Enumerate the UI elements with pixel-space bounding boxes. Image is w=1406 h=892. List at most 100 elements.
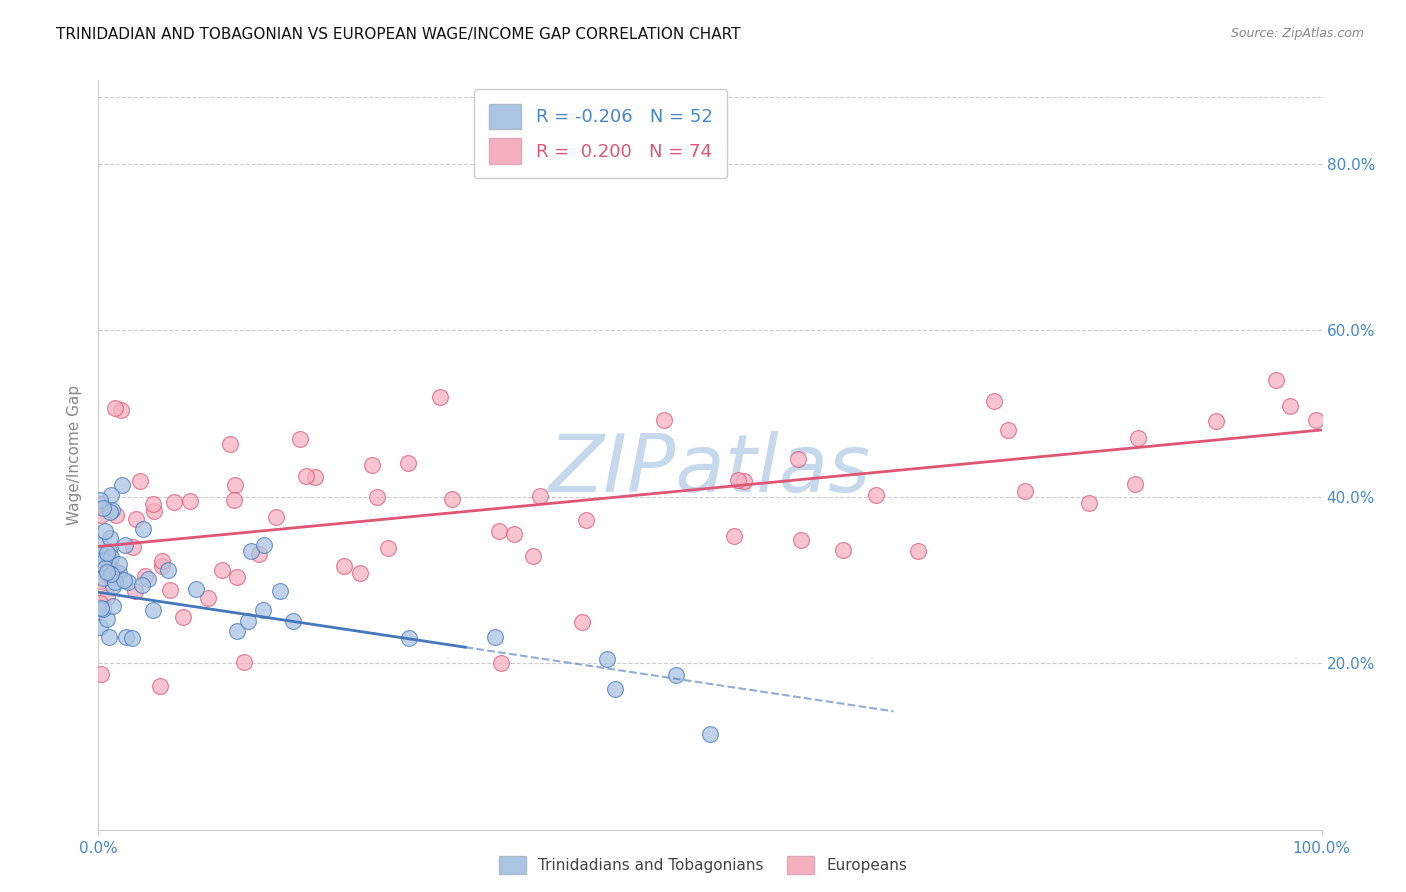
Point [100, 570, 122, 584]
Point [101, 503, 124, 517]
Point [150, 554, 173, 568]
Point [150, 559, 173, 574]
Point [89, 620, 111, 634]
Point [114, 538, 136, 552]
Point [108, 566, 131, 580]
Point [224, 493, 246, 508]
Point [89, 596, 111, 610]
Point [124, 584, 146, 599]
Point [253, 538, 276, 552]
Point [304, 470, 326, 484]
Point [1126, 431, 1149, 445]
Point [484, 630, 506, 644]
Point [652, 413, 675, 427]
Point [131, 578, 153, 592]
Point [247, 547, 270, 561]
Point [142, 504, 165, 518]
Point [727, 473, 749, 487]
Point [233, 655, 256, 669]
Point [149, 679, 172, 693]
Point [1305, 413, 1327, 427]
Point [665, 668, 688, 682]
Point [91, 602, 114, 616]
Point [179, 494, 201, 508]
Point [295, 468, 318, 483]
Point [252, 602, 274, 616]
Point [98, 505, 121, 519]
Point [269, 583, 291, 598]
Point [125, 512, 148, 526]
Point [211, 563, 233, 577]
Point [226, 570, 249, 584]
Point [90, 601, 112, 615]
Point [101, 579, 124, 593]
Point [96, 591, 118, 605]
Point [865, 488, 887, 502]
Point [288, 432, 311, 446]
Point [574, 512, 596, 526]
Point [571, 615, 593, 629]
Point [96, 566, 118, 580]
Point [110, 403, 132, 417]
Point [264, 510, 287, 524]
Point [733, 475, 755, 489]
Point [103, 563, 125, 577]
Point [502, 527, 524, 541]
Point [98, 630, 121, 644]
Point [142, 602, 165, 616]
Point [93, 554, 115, 568]
Point [349, 566, 371, 580]
Point [983, 393, 1005, 408]
Point [1264, 373, 1286, 387]
Point [90, 508, 112, 523]
Legend: R = -0.206   N = 52, R =  0.200   N = 74: R = -0.206 N = 52, R = 0.200 N = 74 [474, 89, 727, 178]
Point [1205, 413, 1227, 427]
Point [131, 522, 153, 536]
Text: ZIPatlas: ZIPatlas [548, 431, 872, 509]
Point [997, 423, 1019, 437]
Point [91, 571, 114, 585]
Point [107, 557, 129, 571]
Point [129, 474, 152, 488]
Point [98, 532, 121, 546]
Point [281, 614, 304, 628]
Point [377, 541, 399, 555]
Point [787, 451, 810, 466]
Point [89, 574, 111, 589]
Point [596, 652, 619, 666]
Point [832, 543, 855, 558]
Point [96, 612, 118, 626]
Point [117, 574, 139, 589]
Point [100, 567, 122, 582]
Point [907, 544, 929, 558]
Point [224, 478, 246, 492]
Point [603, 681, 626, 696]
Point [115, 630, 138, 644]
Point [134, 569, 156, 583]
Text: Source: ZipAtlas.com: Source: ZipAtlas.com [1230, 27, 1364, 40]
Point [89, 497, 111, 511]
Point [121, 631, 143, 645]
Point [104, 574, 127, 589]
Point [90, 667, 112, 681]
Point [101, 567, 124, 582]
Point [529, 489, 551, 503]
Point [98, 552, 121, 566]
Point [159, 583, 181, 598]
Point [361, 458, 384, 472]
Point [89, 548, 111, 562]
Point [239, 544, 262, 558]
Point [197, 591, 219, 605]
Point [89, 492, 111, 507]
Text: TRINIDADIAN AND TOBAGONIAN VS EUROPEAN WAGE/INCOME GAP CORRELATION CHART: TRINIDADIAN AND TOBAGONIAN VS EUROPEAN W… [56, 27, 741, 42]
Point [1278, 399, 1301, 413]
Point [112, 573, 135, 587]
Point [89, 538, 111, 552]
Point [1014, 484, 1036, 499]
Point [163, 495, 186, 509]
Point [219, 437, 242, 451]
Point [723, 529, 745, 543]
Legend: Trinidadians and Tobagonians, Europeans: Trinidadians and Tobagonians, Europeans [492, 850, 914, 880]
Point [104, 508, 127, 522]
Point [98, 544, 121, 558]
